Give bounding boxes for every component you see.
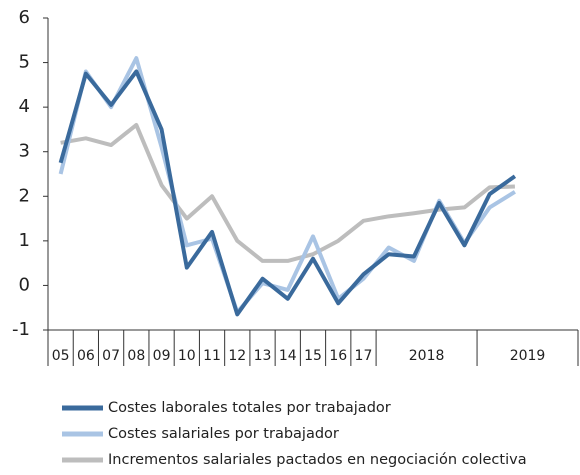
y-tick-label: 4: [19, 96, 30, 117]
x-tick-label: 09: [153, 348, 171, 364]
x-tick-label: 13: [254, 348, 272, 364]
y-tick-label: 0: [19, 274, 30, 295]
x-group-label: 2019: [510, 348, 546, 364]
x-tick-label: 05: [52, 348, 70, 364]
x-tick-label: 15: [304, 348, 322, 364]
x-tick-label: 12: [228, 348, 246, 364]
x-tick-label: 11: [203, 348, 221, 364]
x-tick-label: 07: [102, 348, 120, 364]
series-line: [58, 56, 516, 315]
x-group-label: 2018: [409, 348, 445, 364]
y-tick-label: 1: [19, 230, 30, 251]
legend-label: Incrementos salariales pactados en negoc…: [108, 452, 527, 468]
legend-label: Costes laborales totales por trabajador: [108, 400, 391, 416]
series-line: [58, 69, 517, 317]
x-tick-label: 16: [329, 348, 347, 364]
series-line: [60, 122, 515, 263]
x-tick-label: 14: [279, 348, 297, 364]
x-tick-label: 17: [355, 348, 373, 364]
y-tick-label: 5: [19, 52, 30, 73]
x-tick-label: 08: [127, 348, 145, 364]
y-tick-label: 3: [19, 141, 30, 162]
y-tick-label: 2: [19, 185, 30, 206]
x-tick-label: 06: [77, 348, 95, 364]
y-tick-label: -1: [12, 319, 30, 340]
y-tick-label: 6: [19, 7, 30, 28]
legend-label: Costes salariales por trabajador: [108, 426, 339, 442]
x-tick-label: 10: [178, 348, 196, 364]
